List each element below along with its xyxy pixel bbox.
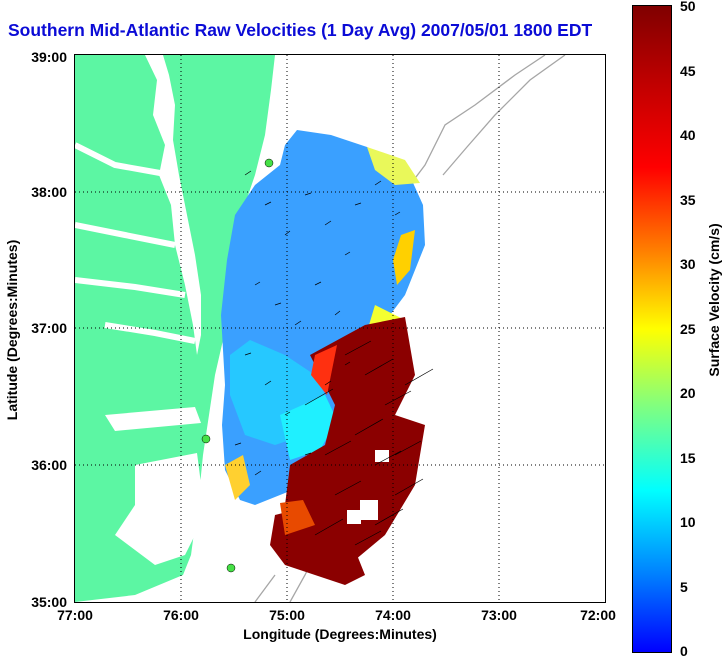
- x-tick-label: 74:00: [375, 607, 411, 623]
- colorbar-tick-label: 5: [680, 579, 688, 595]
- y-tick-label: 35:00: [31, 594, 67, 610]
- colorbar-tick-label: 30: [680, 256, 696, 272]
- site-markers: [201, 158, 274, 573]
- colorbar: [632, 5, 672, 653]
- map-plot-area: [74, 54, 606, 603]
- site-marker: [264, 158, 274, 168]
- x-tick-label: 73:00: [481, 607, 517, 623]
- x-axis-label: Longitude (Degrees:Minutes): [243, 626, 437, 642]
- colorbar-tick-label: 25: [680, 321, 696, 337]
- colorbar-tick-label: 45: [680, 63, 696, 79]
- y-axis-label: Latitude (Degrees:Minutes): [4, 239, 20, 421]
- y-tick-label: 36:00: [31, 457, 67, 473]
- colorbar-tick-label: 15: [680, 450, 696, 466]
- x-tick-label: 75:00: [269, 607, 305, 623]
- pamlico-sound: [115, 453, 205, 565]
- grid-lines: [75, 55, 605, 602]
- x-tick-label: 76:00: [163, 607, 199, 623]
- y-tick-label: 38:00: [31, 184, 67, 200]
- x-tick-label: 72:00: [580, 607, 616, 623]
- x-tick-label: 77:00: [57, 607, 93, 623]
- site-marker: [201, 434, 211, 444]
- chesapeake-bay: [145, 55, 201, 355]
- colorbar-tick-label: 10: [680, 514, 696, 530]
- colorbar-tick-label: 0: [680, 643, 688, 659]
- velocity-vectors: [234, 170, 434, 546]
- y-tick-label: 39:00: [31, 49, 67, 65]
- colorbar-label: Surface Velocity (cm/s): [706, 223, 722, 377]
- colorbar-tick-label: 20: [680, 385, 696, 401]
- map-svg: [75, 55, 605, 602]
- colorbar-tick-label: 35: [680, 192, 696, 208]
- colorbar-tick-label: 50: [680, 0, 696, 14]
- map-title: Southern Mid-Atlantic Raw Velocities (1 …: [8, 20, 593, 40]
- colorbar-tick-label: 40: [680, 127, 696, 143]
- velocity-field: [221, 130, 425, 585]
- rivers: [75, 142, 196, 344]
- albemarle-sound: [105, 407, 201, 431]
- y-tick-label: 37:00: [31, 320, 67, 336]
- site-marker: [226, 563, 236, 573]
